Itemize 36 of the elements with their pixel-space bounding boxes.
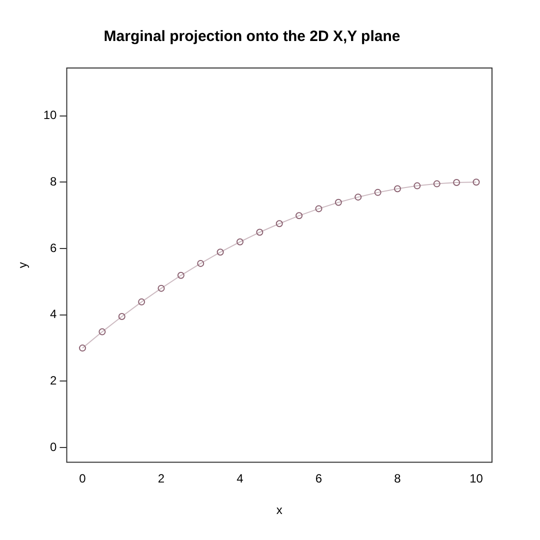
x-tick-label: 2 xyxy=(158,472,165,486)
y-tick-label: 2 xyxy=(50,374,58,388)
y-tick-label: 6 xyxy=(50,240,58,255)
point xyxy=(296,212,303,220)
point xyxy=(236,238,244,246)
point xyxy=(138,298,146,306)
x-tick-label: 10 xyxy=(470,472,484,486)
y-tick-label: 0 xyxy=(50,440,58,454)
point xyxy=(256,228,264,236)
point xyxy=(79,344,86,352)
x-tick-label: 0 xyxy=(79,472,86,486)
y-tick-label: 4 xyxy=(50,307,58,322)
chart-title: Marginal projection onto the 2D X,Y plane xyxy=(104,28,400,46)
point xyxy=(177,272,184,279)
point xyxy=(472,178,480,186)
x-tick-label: 6 xyxy=(315,472,322,486)
y-tick-label: 8 xyxy=(50,174,58,188)
x-axis-title: x xyxy=(276,503,282,518)
x-tick-label: 4 xyxy=(236,472,244,486)
point xyxy=(158,284,165,292)
point xyxy=(98,328,106,336)
point xyxy=(315,205,322,212)
point xyxy=(216,248,224,256)
point xyxy=(414,182,421,190)
point xyxy=(433,180,440,188)
point xyxy=(394,185,401,192)
y-tick-label: 10 xyxy=(43,108,58,122)
point xyxy=(197,260,204,267)
point xyxy=(374,188,382,196)
point xyxy=(354,194,362,201)
y-axis-title: y xyxy=(16,262,30,268)
point xyxy=(334,198,342,206)
point xyxy=(118,313,126,320)
point xyxy=(276,220,283,228)
x-tick-label: 8 xyxy=(394,472,402,486)
point xyxy=(453,178,460,186)
